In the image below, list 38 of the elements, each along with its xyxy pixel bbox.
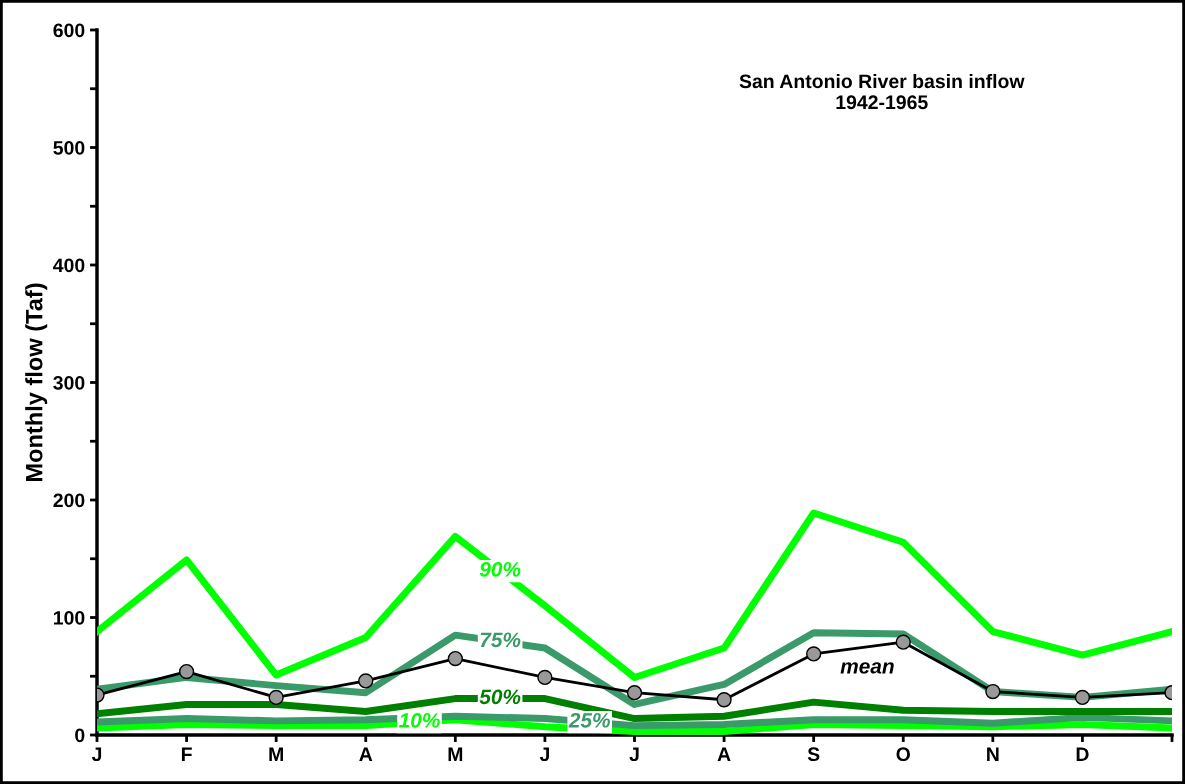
y-tick-label: 0 xyxy=(75,728,85,743)
x-tick-label: M xyxy=(269,747,283,761)
series-label: 90% xyxy=(479,561,521,577)
y-tick-label: 400 xyxy=(53,258,85,273)
x-tick-label: M xyxy=(448,747,463,761)
x-tick-label: N xyxy=(987,747,999,761)
x-tick-label: S xyxy=(807,747,820,762)
x-tick-label: J xyxy=(91,747,102,762)
series-label: 25% xyxy=(568,712,610,728)
x-tick-label: A xyxy=(359,747,373,761)
point xyxy=(806,646,822,662)
point xyxy=(895,634,911,650)
series-label: 75% xyxy=(480,632,521,648)
point xyxy=(626,685,643,701)
point xyxy=(985,683,1001,700)
x-tick-label: A xyxy=(717,747,731,761)
x-tick-label: F xyxy=(181,747,192,761)
point xyxy=(1074,689,1091,706)
x-tick-label: O xyxy=(896,747,910,762)
y-tick-label: 600 xyxy=(53,23,85,38)
point xyxy=(447,650,463,667)
x-tick-label: J xyxy=(629,747,639,762)
y-axis-title: Monthly flow (Taf) xyxy=(25,283,48,482)
point xyxy=(358,673,374,689)
series-label: 50% xyxy=(479,689,521,705)
y-tick-label: 200 xyxy=(53,493,85,508)
x-tick-label: D xyxy=(1076,747,1089,761)
x-tick-label: J xyxy=(539,747,549,762)
point xyxy=(537,669,553,686)
series-label: mean xyxy=(840,662,894,674)
y-tick-label: 500 xyxy=(53,140,85,155)
point xyxy=(268,689,284,706)
series-label: 10% xyxy=(398,712,440,728)
point xyxy=(178,663,195,680)
y-tick-label: 300 xyxy=(53,375,85,390)
y-tick-label: 100 xyxy=(53,610,85,625)
text: San Antonio River basin inflow 1942-1965 xyxy=(739,73,1025,110)
point xyxy=(716,692,732,708)
